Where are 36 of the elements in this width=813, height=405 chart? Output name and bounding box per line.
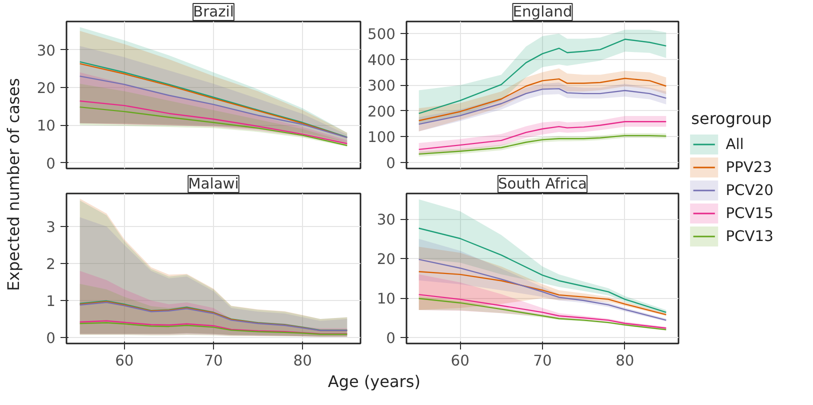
legend-label: PPV23 bbox=[726, 159, 772, 176]
y-tick-label: 10 bbox=[376, 290, 396, 308]
chart-title: South Africa bbox=[498, 176, 588, 192]
x-tick-label: 60 bbox=[115, 352, 134, 370]
y-tick-label: 3 bbox=[46, 218, 56, 236]
x-tick-label: 60 bbox=[450, 352, 470, 370]
x-axis-title: Age (years) bbox=[328, 372, 420, 391]
y-tick-label: 0 bbox=[386, 330, 396, 348]
y-tick-label: 1 bbox=[46, 293, 56, 310]
legend-label: PCV15 bbox=[726, 205, 774, 222]
y-tick-label: 30 bbox=[36, 42, 56, 60]
y-tick-label: 0 bbox=[386, 154, 396, 172]
y-tick-label: 400 bbox=[368, 52, 396, 69]
legend-title: serogroup bbox=[691, 109, 772, 128]
y-tick-label: 0 bbox=[46, 155, 56, 172]
chart-title: Malawi bbox=[188, 176, 239, 192]
y-tick-label: 200 bbox=[368, 103, 396, 120]
x-tick-label: 80 bbox=[616, 352, 634, 370]
x-tick-label: 70 bbox=[204, 352, 223, 370]
y-tick-label: 100 bbox=[368, 129, 396, 146]
x-tick-label: 80 bbox=[293, 352, 312, 370]
legend-label: PCV13 bbox=[726, 228, 774, 245]
y-tick-label: 2 bbox=[46, 256, 56, 273]
y-tick-label: 10 bbox=[36, 118, 56, 135]
y-tick-label: 20 bbox=[36, 80, 56, 97]
y-axis-title: Expected number of cases bbox=[4, 78, 23, 291]
y-tick-label: 0 bbox=[46, 330, 56, 348]
chart-title: Brazil bbox=[193, 4, 234, 20]
chart-title: England bbox=[512, 4, 572, 20]
x-tick-label: 70 bbox=[533, 352, 552, 370]
y-tick-label: 500 bbox=[368, 26, 396, 44]
y-tick-label: 20 bbox=[376, 251, 396, 268]
y-tick-label: 300 bbox=[368, 78, 396, 95]
y-tick-label: 30 bbox=[376, 212, 396, 229]
legend-label: PCV20 bbox=[726, 182, 774, 199]
legend-label: All bbox=[726, 136, 744, 153]
